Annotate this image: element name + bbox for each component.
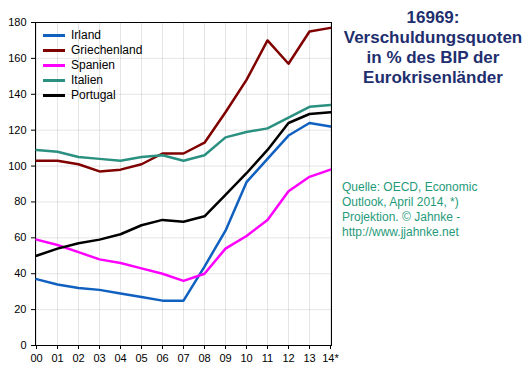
svg-text:03: 03: [93, 352, 105, 364]
svg-text:13: 13: [303, 352, 315, 364]
svg-text:01: 01: [51, 352, 63, 364]
html-text:16969: Verschuldungsquoten in: 16969: Verschuldungsquoten in % des BIP …: [343, 8, 523, 87]
svg-text:0: 0: [20, 339, 26, 351]
svg-text:80: 80: [14, 195, 26, 207]
svg-text:11: 11: [262, 352, 273, 364]
svg-text:20: 20: [14, 303, 26, 315]
svg-text:180: 180: [8, 16, 26, 28]
html-text:Spanien: Spanien: [71, 58, 115, 72]
html-text:Irland: Irland: [71, 28, 101, 42]
svg-text:06: 06: [156, 352, 168, 364]
svg-text:120: 120: [8, 124, 26, 136]
svg-text:09: 09: [219, 352, 231, 364]
svg-text:05: 05: [135, 352, 147, 364]
svg-text:10: 10: [240, 352, 252, 364]
html-text:Griechenland: Griechenland: [71, 43, 143, 57]
svg-text:02: 02: [72, 352, 84, 364]
html-text:Quelle: OECD, Economic Outlook: Quelle: OECD, Economic Outlook, April 20…: [342, 180, 478, 239]
svg-text:160: 160: [8, 52, 26, 64]
svg-text:00: 00: [30, 352, 42, 364]
html-text:Portugal: Portugal: [71, 88, 116, 102]
svg-text:08: 08: [198, 352, 210, 364]
svg-text:60: 60: [14, 231, 26, 243]
svg-text:100: 100: [8, 160, 26, 172]
svg-text:04: 04: [114, 352, 126, 364]
html-text:Italien: Italien: [71, 73, 103, 87]
svg-text:14*: 14*: [322, 352, 339, 364]
svg-text:140: 140: [8, 88, 26, 100]
svg-text:07: 07: [177, 352, 189, 364]
svg-text:12: 12: [282, 352, 294, 364]
svg-text:40: 40: [14, 267, 26, 279]
